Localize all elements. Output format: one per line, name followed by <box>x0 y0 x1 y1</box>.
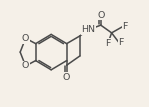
Text: F: F <box>119 38 124 47</box>
Text: HN: HN <box>81 25 95 34</box>
Text: F: F <box>105 39 110 48</box>
Text: O: O <box>22 34 29 43</box>
Text: F: F <box>122 22 128 31</box>
Text: O: O <box>63 73 70 82</box>
Text: O: O <box>97 11 104 20</box>
Text: O: O <box>22 61 29 71</box>
